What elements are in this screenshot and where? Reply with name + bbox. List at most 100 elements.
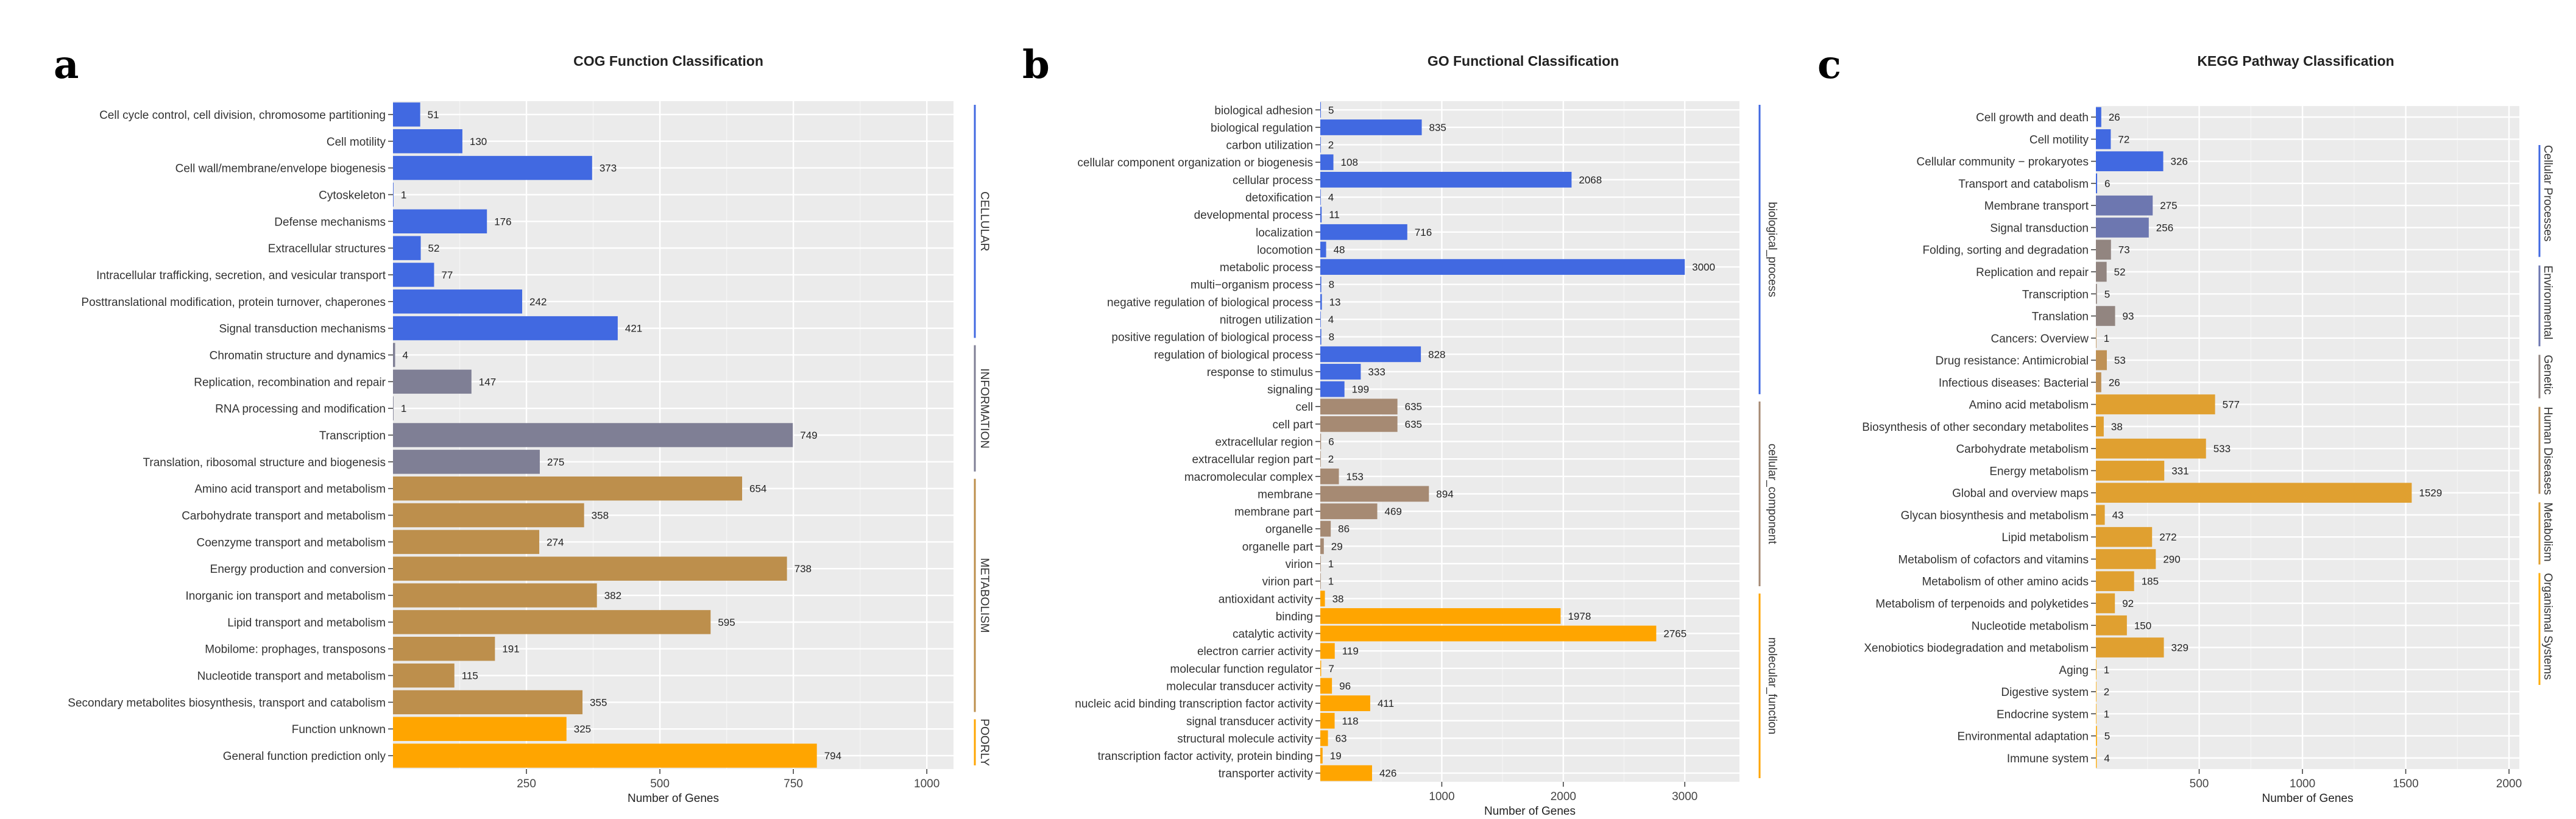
data-label: 199	[1352, 384, 1369, 395]
data-label: 329	[2171, 642, 2189, 654]
x-axis-title: Number of Genes	[628, 792, 719, 805]
bar	[2096, 461, 2165, 481]
category-label: Replication and repair	[1976, 266, 2089, 279]
bar	[2096, 483, 2412, 503]
bar	[1320, 399, 1398, 415]
bar	[1320, 416, 1398, 432]
category-label: General function prediction only	[223, 750, 386, 763]
data-label: 153	[1346, 471, 1364, 483]
bar	[1320, 154, 1334, 171]
bar	[393, 369, 472, 394]
category-label: Global and overview maps	[1952, 488, 2089, 500]
category-label: Cancers: Overview	[1991, 333, 2089, 346]
group-label: Organismal Systems	[2541, 573, 2554, 679]
bar	[2096, 306, 2115, 326]
data-label: 130	[470, 136, 487, 147]
category-label: detoxification	[1245, 192, 1313, 205]
bar	[2096, 704, 2097, 724]
bar	[393, 396, 394, 420]
bar	[1320, 503, 1378, 519]
data-label: 358	[592, 510, 609, 522]
bar	[2096, 173, 2098, 194]
go-chart: b GO Functional Classification 5 biologica…	[1022, 42, 1778, 818]
bar	[2096, 261, 2107, 282]
data-label: 421	[625, 323, 642, 335]
bar	[1320, 102, 1321, 118]
data-label: 828	[1428, 349, 1445, 360]
category-label: Metabolism of other amino acids	[1922, 576, 2089, 589]
category-label: signaling	[1267, 384, 1313, 397]
data-label: 1	[401, 403, 406, 414]
data-label: 794	[824, 750, 841, 762]
category-label: Signal transduction mechanisms	[219, 323, 386, 336]
bar	[1320, 119, 1422, 135]
bar	[1320, 712, 1335, 729]
bar	[2096, 239, 2111, 260]
data-label: 72	[2118, 133, 2129, 145]
data-label: 533	[2213, 443, 2231, 455]
bar	[393, 129, 462, 154]
group-label: INFORMATION	[978, 368, 991, 448]
panel-letter-a: a	[54, 42, 79, 88]
bar	[2096, 107, 2101, 127]
bar	[1320, 678, 1332, 694]
data-label: 29	[1331, 541, 1343, 552]
data-label: 373	[600, 163, 617, 174]
bar	[1320, 695, 1370, 712]
bar	[1320, 241, 1326, 258]
data-label: 7	[1328, 663, 1334, 675]
category-label: Transcription	[319, 430, 386, 442]
data-label: 118	[1342, 715, 1359, 727]
bar	[393, 342, 395, 367]
bar	[1320, 730, 1328, 746]
data-label: 3000	[1692, 261, 1715, 273]
data-label: 1	[2104, 333, 2109, 344]
category-label: response to stimulus	[1207, 366, 1313, 379]
data-label: 326	[2171, 156, 2188, 168]
category-label: Glycan biosynthesis and metabolism	[1901, 509, 2089, 522]
panel-letter-b: b	[1022, 42, 1050, 88]
bar	[1320, 608, 1561, 624]
bar	[2096, 372, 2101, 392]
data-label: 382	[604, 590, 621, 601]
category-label: Cell cycle control, cell division, chrom…	[99, 109, 386, 122]
data-label: 716	[1415, 227, 1432, 238]
x-axis-title: Number of Genes	[2262, 792, 2354, 805]
data-label: 185	[2142, 576, 2159, 587]
category-label: Drug resistance: Antimicrobial	[1936, 355, 2089, 367]
category-label: metabolic process	[1220, 261, 1313, 274]
bar	[393, 423, 793, 447]
category-label: Xenobiotics biodegradation and metabolis…	[1864, 642, 2089, 655]
group-label: Environmental	[2541, 266, 2554, 339]
bar	[2096, 505, 2105, 525]
bar	[393, 102, 420, 127]
data-label: 5	[1328, 104, 1334, 116]
data-label: 53	[2114, 355, 2126, 366]
group-label: Cellular Processes	[2541, 145, 2554, 241]
category-label: Transport and catabolism	[1958, 178, 2089, 191]
category-label: Cell wall/membrane/envelope biogenesis	[175, 163, 386, 176]
bar	[1320, 468, 1339, 484]
category-label: Lipid transport and metabolism	[227, 617, 386, 629]
category-label: Cell motility	[2029, 133, 2089, 146]
bar	[393, 556, 787, 581]
bar	[1320, 765, 1372, 781]
data-label: 2068	[1579, 174, 1602, 186]
bar	[2096, 637, 2164, 658]
category-label: positive regulation of biological proces…	[1111, 332, 1313, 344]
category-label: Secondary metabolites biosynthesis, tran…	[68, 697, 386, 709]
data-label: 426	[1379, 768, 1396, 779]
bar	[393, 636, 495, 661]
category-label: organelle	[1265, 523, 1313, 536]
category-label: Lipid metabolism	[2001, 531, 2089, 544]
data-label: 635	[1405, 419, 1422, 430]
data-label: 275	[547, 456, 564, 468]
data-label: 8	[1329, 279, 1334, 291]
data-label: 38	[1332, 593, 1344, 604]
bar	[2096, 659, 2097, 680]
bar	[1320, 433, 1322, 450]
bar	[1320, 486, 1429, 502]
data-label: 333	[1368, 366, 1385, 378]
